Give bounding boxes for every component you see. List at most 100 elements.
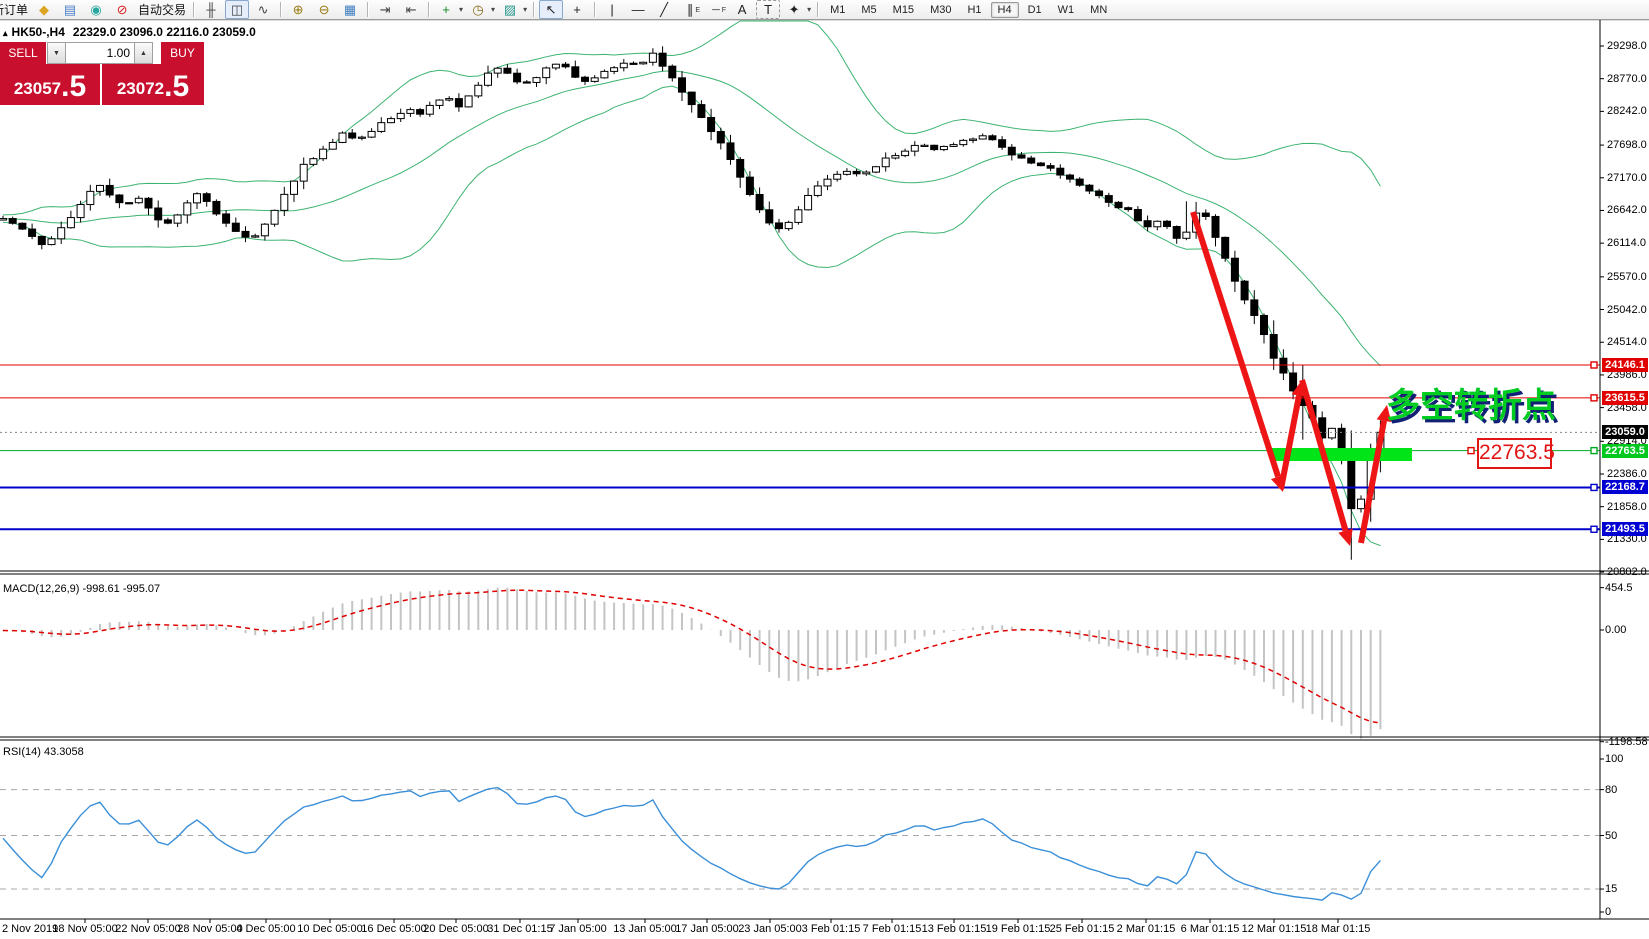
sell-price[interactable]: 23057.5	[0, 64, 102, 105]
trend-arrow[interactable]	[1299, 379, 1349, 532]
sell-button[interactable]: SELL	[0, 42, 47, 64]
text-label-icon[interactable]: T	[756, 0, 781, 19]
timeframe-m15-button[interactable]: M15	[892, 3, 915, 16]
new-order-label: 新订单	[0, 3, 29, 17]
candle-body	[445, 98, 454, 101]
symbol-info: ▴ HK50-,H4 22329.0 23096.0 22116.0 23059.0	[3, 25, 256, 39]
templates-icon-dropdown[interactable]: ▾	[523, 5, 528, 14]
gold-box-icon[interactable]: ◆	[39, 2, 50, 17]
candle-body	[328, 141, 337, 150]
price-badge: 22763.5	[1602, 443, 1648, 458]
time-tick-label: 10 Dec 05:00	[297, 923, 363, 935]
timeframe-h1-button[interactable]: H1	[967, 3, 982, 16]
candle-body	[8, 218, 17, 224]
trend-arrow[interactable]	[1278, 395, 1302, 490]
candlestick-chart-icon[interactable]: ◫	[225, 0, 250, 19]
zoom-out-icon[interactable]: ⊖	[318, 2, 330, 17]
volume-increase-button[interactable]: ▲	[134, 42, 153, 64]
toolbar-separator	[428, 2, 430, 17]
price-badge: 22168.7	[1602, 480, 1648, 495]
candle-body	[416, 109, 425, 115]
timeframe-m30-button[interactable]: M30	[930, 3, 952, 16]
candle-body	[571, 66, 580, 78]
candle-body	[639, 61, 648, 65]
autotrading-icon[interactable]: ⊘	[116, 2, 128, 17]
candle-body	[1357, 498, 1365, 510]
line-chart-icon[interactable]: ∿	[257, 2, 269, 17]
arrows-icon-dropdown[interactable]: ▾	[807, 5, 812, 14]
candle-body	[212, 200, 221, 215]
chart-shift-icon[interactable]: ⇤	[405, 2, 417, 17]
volume-input[interactable]	[66, 42, 134, 64]
auto-scroll-icon[interactable]: ⇥	[379, 2, 391, 17]
buy-price-pip: .5	[164, 70, 190, 103]
symbol-marker-icon: ▴	[3, 28, 8, 38]
candle-body	[1114, 201, 1123, 209]
bar-chart-icon[interactable]: ╫	[206, 2, 216, 17]
vertical-line-icon[interactable]: |	[610, 2, 614, 17]
add-indicator-icon[interactable]: +	[442, 2, 450, 17]
candle-body	[163, 219, 172, 224]
support-zone-bar[interactable]	[1272, 448, 1412, 461]
candle-body	[270, 209, 279, 225]
candle-body	[134, 197, 143, 204]
candle-body	[387, 118, 395, 124]
timeframe-h4-button[interactable]: H4	[990, 1, 1019, 18]
candle-body	[309, 158, 318, 165]
crosshair-icon[interactable]: +	[573, 2, 581, 17]
candle-body	[1260, 314, 1268, 336]
timeframe-d1-button[interactable]: D1	[1027, 3, 1042, 16]
candle-body	[959, 139, 968, 146]
candle-body	[794, 209, 803, 223]
autotrading-label: 自动交易	[138, 3, 187, 17]
bollinger-lower-band	[2, 85, 1381, 547]
timeframe-m1-button[interactable]: M1	[830, 3, 846, 16]
tile-windows-icon[interactable]: ▦	[343, 2, 357, 17]
candle-body	[0, 218, 7, 221]
candle-body	[687, 91, 696, 106]
timeframe-w1-button[interactable]: W1	[1057, 3, 1075, 16]
volume-decrease-button[interactable]: ▼	[47, 42, 66, 64]
candle-body	[299, 163, 308, 182]
trend-arrow[interactable]	[1358, 420, 1387, 544]
fibonacci-icon[interactable]: ┈ F	[712, 2, 727, 17]
buy-price[interactable]: 23072.5	[102, 64, 204, 105]
equidistant-channel-icon[interactable]: ∥ E	[686, 2, 701, 17]
trend-arrow[interactable]	[1190, 211, 1281, 478]
candle-body	[842, 170, 851, 175]
rsi-tick-label: 80	[1605, 783, 1618, 796]
price-level-box[interactable]: 22763.5	[1477, 438, 1555, 469]
buy-button[interactable]: BUY	[161, 42, 204, 64]
zoom-in-icon[interactable]: ⊕	[292, 2, 304, 17]
periods-icon-dropdown[interactable]: ▾	[491, 5, 496, 14]
templates-icon[interactable]: ▨	[503, 2, 517, 17]
price-tick-label: 26642.0	[1607, 204, 1647, 217]
macd-signal-line	[2, 589, 1381, 724]
timeframe-mn-button[interactable]: MN	[1090, 3, 1108, 16]
add-indicator-icon-dropdown[interactable]: ▾	[459, 5, 464, 14]
cursor-icon[interactable]: ↖	[539, 0, 564, 19]
arrows-icon[interactable]: ✦	[788, 2, 800, 17]
candle-body	[484, 72, 492, 86]
periods-icon[interactable]: ◷	[472, 2, 484, 17]
price-tick-label: 24514.0	[1607, 336, 1647, 349]
candle-body	[474, 84, 483, 97]
candle-body	[755, 193, 764, 211]
signals-icon[interactable]: ◉	[90, 2, 102, 17]
trendline-icon[interactable]: ╱	[660, 2, 668, 17]
horizontal-line-icon[interactable]: —	[631, 2, 645, 17]
timeframe-m5-button[interactable]: M5	[861, 3, 877, 16]
bollinger-upper-band	[2, 20, 1381, 216]
text-icon[interactable]: A	[737, 2, 747, 17]
candle-body	[581, 76, 589, 82]
metaeditor-icon[interactable]: ▤	[63, 2, 77, 17]
toolbar-separator	[367, 2, 369, 17]
candle-body	[969, 138, 977, 141]
turning-point-annotation[interactable]: 多空转折点	[1386, 387, 1556, 425]
macd-tick-label: 0.00	[1605, 624, 1627, 636]
candle-body	[1075, 178, 1084, 186]
time-tick-label: 18 Mar 01:15	[1305, 923, 1371, 935]
candle-body	[891, 155, 900, 159]
